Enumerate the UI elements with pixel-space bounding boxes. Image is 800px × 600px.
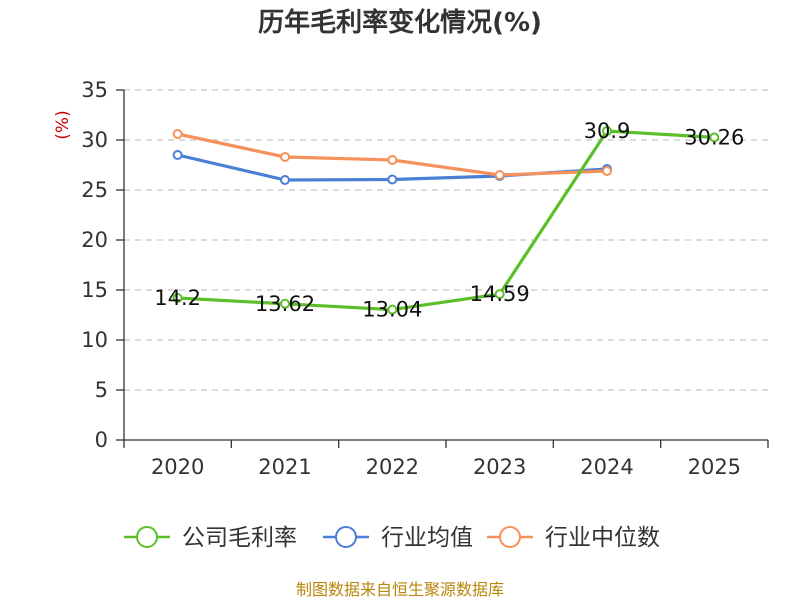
data-labels: 14.2 13.62 13.04 14.59 30.9 30.26 (154, 119, 744, 322)
chart-title: 历年毛利率变化情况(%) (258, 7, 542, 38)
y-tick-label-30: 30 (81, 128, 108, 152)
legend-marker-2 (499, 526, 521, 548)
y-tick-label-35: 35 (81, 78, 108, 102)
source-note: 制图数据来自恒生聚源数据库 (296, 580, 504, 599)
legend-label-2: 行业中位数 (545, 525, 660, 551)
data-point-s1-2021 (280, 175, 290, 185)
data-point-s2-2022 (387, 155, 398, 165)
data-point-s0-2025 (709, 132, 720, 143)
legend-marker-1 (335, 526, 357, 548)
data-label-2025: 30.26 (684, 125, 744, 149)
data-label-2021: 13.62 (255, 292, 315, 316)
x-tick-label-2022: 2022 (366, 455, 419, 479)
y-axis-label: (%) (53, 110, 73, 139)
y-tick-label-0: 0 (95, 428, 108, 452)
x-tick-labels: 2020 2021 2022 2023 2024 2025 (151, 455, 741, 479)
y-tick-label-10: 10 (81, 328, 108, 352)
legend-marker-0 (136, 526, 158, 548)
data-label-2024: 30.9 (584, 119, 631, 143)
legend-label-0: 公司毛利率 (182, 525, 297, 551)
data-point-s2-2023 (494, 170, 505, 180)
axes (116, 89, 769, 448)
y-tick-labels: 0 5 10 15 20 25 30 35 (81, 78, 108, 452)
grid-lines (124, 89, 768, 391)
x-tick-label-2021: 2021 (258, 455, 311, 479)
data-point-s1-2020 (172, 150, 183, 160)
x-tick-label-2025: 2025 (688, 455, 741, 479)
x-tick-label-2023: 2023 (473, 455, 526, 479)
y-tick-label-25: 25 (81, 178, 108, 202)
legend-label-1: 行业均值 (381, 525, 473, 551)
y-tick-label-5: 5 (95, 378, 108, 402)
data-point-s0-2022 (387, 304, 398, 315)
data-point-s2-2024 (602, 166, 612, 176)
data-point-s0-2021 (280, 298, 290, 309)
series-line-0 (177, 129, 715, 312)
y-tick-label-15: 15 (81, 278, 108, 302)
data-point-s1-2022 (387, 174, 398, 185)
data-point-s0-2023 (494, 289, 505, 300)
data-label-2023: 14.59 (470, 282, 530, 306)
x-tick-label-2020: 2020 (151, 455, 204, 479)
series-group (172, 126, 720, 315)
data-point-s0-2024 (602, 126, 612, 136)
data-label-2022: 13.04 (362, 298, 422, 322)
legend: 公司毛利率 行业均值 行业中位数 (124, 525, 660, 551)
y-tick-label-20: 20 (81, 228, 108, 252)
data-label-2020: 14.2 (154, 286, 201, 310)
data-point-s0-2020 (172, 293, 183, 303)
data-point-s2-2021 (280, 152, 290, 162)
data-point-s2-2020 (172, 129, 183, 139)
x-tick-label-2024: 2024 (580, 455, 633, 479)
